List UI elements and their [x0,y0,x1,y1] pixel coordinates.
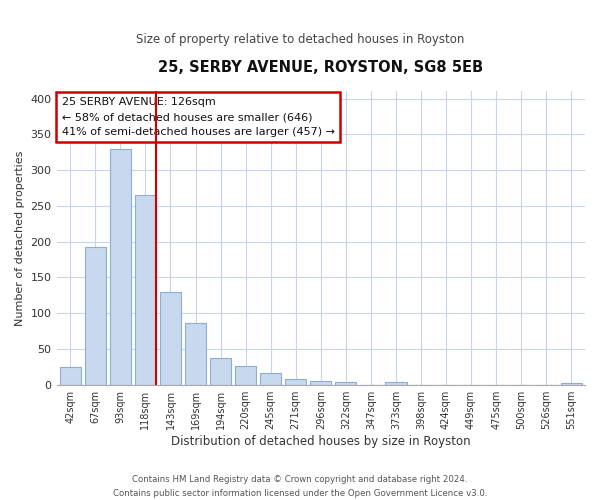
Bar [110,148,131,384]
Bar [85,246,106,384]
Text: 25 SERBY AVENUE: 126sqm
← 58% of detached houses are smaller (646)
41% of semi-d: 25 SERBY AVENUE: 126sqm ← 58% of detache… [62,98,335,137]
Bar [310,381,331,384]
Bar [285,379,307,384]
Y-axis label: Number of detached properties: Number of detached properties [15,150,25,326]
Bar [185,323,206,384]
Bar [160,292,181,384]
Bar [560,382,582,384]
Bar [135,195,156,384]
Bar [385,382,407,384]
Title: 25, SERBY AVENUE, ROYSTON, SG8 5EB: 25, SERBY AVENUE, ROYSTON, SG8 5EB [158,60,484,75]
Bar [335,382,356,384]
Text: Size of property relative to detached houses in Royston: Size of property relative to detached ho… [136,32,464,46]
X-axis label: Distribution of detached houses by size in Royston: Distribution of detached houses by size … [171,434,470,448]
Bar [210,358,231,384]
Bar [59,367,81,384]
Text: Contains HM Land Registry data © Crown copyright and database right 2024.
Contai: Contains HM Land Registry data © Crown c… [113,476,487,498]
Bar [260,372,281,384]
Bar [235,366,256,384]
